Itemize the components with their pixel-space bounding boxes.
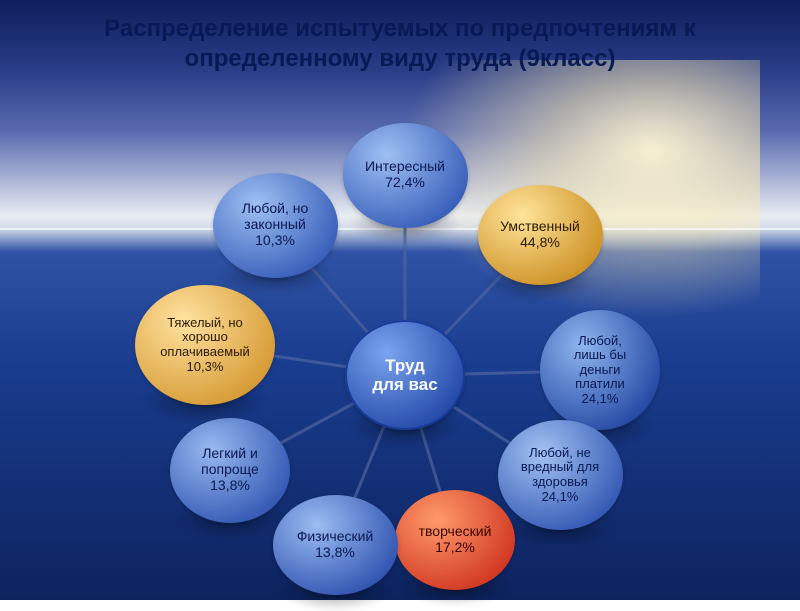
node-label-mental: Умственный 44,8% bbox=[500, 219, 580, 250]
node-label-easy: Легкий и попроще 13,8% bbox=[201, 446, 259, 493]
center-label: Труд для вас bbox=[372, 356, 437, 394]
node-interesting: Интересный 72,4% bbox=[343, 123, 468, 228]
node-any-legal: Любой, но законный 10,3% bbox=[213, 173, 338, 278]
node-creative: творческий 17,2% bbox=[395, 490, 515, 590]
node-label-creative: творческий 17,2% bbox=[419, 524, 492, 555]
diagram-stage: Интересный 72,4% Умственный 44,8% Любой, л… bbox=[0, 0, 800, 600]
node-mental: Умственный 44,8% bbox=[478, 185, 603, 285]
node-hard-paid: Тяжелый, но хорошо оплачиваемый 10,3% bbox=[135, 285, 275, 405]
node-label-physical: Физический 13,8% bbox=[297, 529, 374, 560]
node-label-any-legal: Любой, но законный 10,3% bbox=[242, 201, 309, 248]
node-label-interesting: Интересный 72,4% bbox=[365, 159, 445, 190]
node-any-money: Любой, лишь бы деньги платили 24,1% bbox=[540, 310, 660, 430]
node-easy: Легкий и попроще 13,8% bbox=[170, 418, 290, 523]
node-label-any-money: Любой, лишь бы деньги платили 24,1% bbox=[574, 334, 626, 407]
node-physical: Физический 13,8% bbox=[273, 495, 398, 595]
node-label-hard-paid: Тяжелый, но хорошо оплачиваемый 10,3% bbox=[160, 316, 250, 374]
center-node: Труд для вас bbox=[345, 320, 465, 430]
node-not-harmful: Любой, не вредный для здоровья 24,1% bbox=[498, 420, 623, 530]
node-label-not-harmful: Любой, не вредный для здоровья 24,1% bbox=[521, 446, 599, 504]
